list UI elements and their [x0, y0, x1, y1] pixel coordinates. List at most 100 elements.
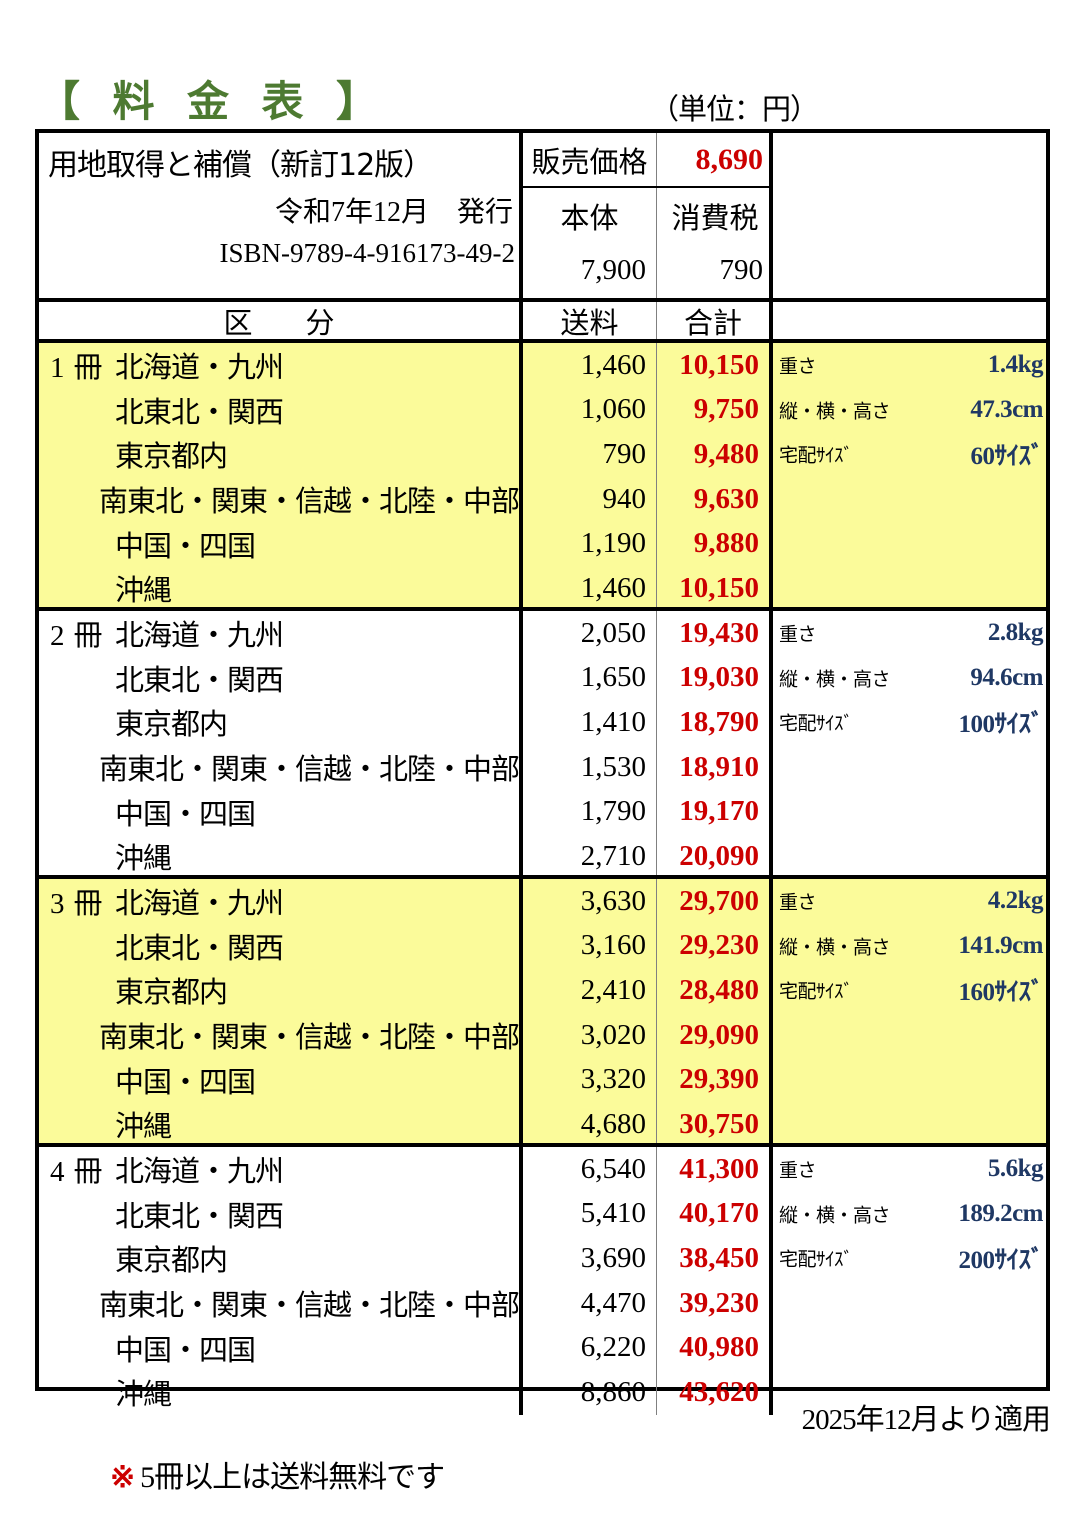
body-price-column: 本体 7,900: [523, 188, 657, 298]
dimensions-row: 縦・横・高さ 47.3cm: [773, 388, 1046, 433]
region-name: 北東北・関西: [115, 932, 284, 965]
region-name: 東京都内: [115, 709, 228, 742]
region-name: 中国・四国: [115, 1066, 256, 1099]
shipping-value: 1,650: [580, 661, 646, 694]
weight-label: 重さ: [779, 624, 817, 646]
free-shipping-note: ※ 5冊以上は送料無料です: [110, 1452, 445, 1496]
effective-date-note: 2025年12月より適用: [801, 1404, 1051, 1436]
shipping-value: 3,320: [580, 1063, 646, 1096]
table-header-block: 用地取得と補償（新訂12版） 令和7年12月 発行 ISBN-9789-4-91…: [39, 133, 1046, 298]
parcel-size-label: 宅配ｻｲｽﾞ: [779, 981, 853, 1003]
dimensions-label: 縦・横・高さ: [779, 1205, 891, 1227]
tax-label: 消費税: [671, 202, 759, 235]
region-name: 東京都内: [115, 1245, 228, 1278]
table-row: 南東北・関東・信越・北陸・中部: [39, 477, 520, 522]
total-value: 18,910: [679, 750, 759, 783]
shipping-value: 3,690: [580, 1241, 646, 1274]
total-value: 41,300: [679, 1152, 759, 1185]
table-row: 4冊 北海道・九州: [39, 1147, 519, 1192]
shipping-value: 6,220: [580, 1331, 646, 1364]
total-value: 30,750: [679, 1107, 759, 1140]
total-value: 28,480: [679, 973, 759, 1006]
column-header-blank: [773, 302, 1046, 339]
column-header-kubun: 区 分: [39, 302, 523, 340]
region-name: 沖縄: [115, 1111, 172, 1144]
unit-note: （単位：円）: [650, 94, 819, 126]
shipping-column-1: 1,460 1,060 790 940 1,190 1,460: [523, 343, 657, 607]
shipping-value: 2,410: [580, 973, 646, 1006]
region-column-4: 4冊 北海道・九州 北東北・関西 東京都内 南東北・関東・信越・北陸・中部 中国…: [39, 1147, 523, 1415]
table-row: 中国・四国: [39, 1325, 519, 1370]
region-name: 北海道・九州: [115, 352, 284, 385]
dimensions-row: 縦・横・高さ 189.2cm: [773, 1192, 1046, 1237]
parcel-info-1: 重さ 1.4kg 縦・横・高さ 47.3cm 宅配ｻｲｽﾞ 60ｻｲｽﾞ: [773, 343, 1046, 607]
dimensions-value: 47.3cm: [970, 395, 1043, 423]
weight-row: 重さ 4.2kg: [773, 879, 1046, 924]
table-row: 東京都内: [39, 432, 519, 477]
table-row: 北東北・関西: [39, 1192, 519, 1237]
tax-column: 消費税 790: [657, 188, 773, 298]
total-value: 40,170: [679, 1197, 759, 1230]
price-table: 用地取得と補償（新訂12版） 令和7年12月 発行 ISBN-9789-4-91…: [35, 129, 1050, 1415]
quantity-label-3: 3冊: [50, 888, 103, 921]
shipping-value: 1,060: [580, 393, 646, 426]
table-row: 沖縄: [39, 566, 519, 611]
total-value: 39,230: [679, 1286, 759, 1319]
title-row: 【 料 金 表 】 （単位：円）: [0, 0, 1086, 128]
shipping-value: 8,860: [580, 1375, 646, 1408]
table-row: 1冊 北海道・九州: [39, 343, 519, 388]
region-name: 南東北・関東・信越・北陸・中部: [98, 754, 520, 787]
shipping-value: 940: [602, 482, 647, 515]
weight-label: 重さ: [779, 356, 817, 378]
table-row: 南東北・関東・信越・北陸・中部: [39, 1281, 520, 1326]
parcel-size-value: 160ｻｲｽﾞ: [958, 979, 1043, 1007]
region-name: 中国・四国: [115, 530, 256, 563]
total-value: 18,790: [679, 705, 759, 738]
quantity-label-1: 1冊: [50, 352, 103, 385]
table-row: 2冊 北海道・九州: [39, 611, 519, 656]
total-value: 19,030: [679, 661, 759, 694]
parcel-size-value: 200ｻｲｽﾞ: [958, 1247, 1043, 1275]
region-column-1: 1冊 北海道・九州 北東北・関西 東京都内 南東北・関東・信越・北陸・中部 中国…: [39, 343, 523, 607]
dimensions-label: 縦・横・高さ: [779, 669, 891, 691]
page-title: 【 料 金 表 】: [38, 80, 390, 126]
region-name: 沖縄: [115, 575, 172, 608]
region-column-3: 3冊 北海道・九州 北東北・関西 東京都内 南東北・関東・信越・北陸・中部 中国…: [39, 879, 523, 1143]
region-name: 北東北・関西: [115, 396, 284, 429]
region-name: 東京都内: [115, 441, 228, 474]
table-row: 中国・四国: [39, 1057, 519, 1102]
region-name: 北海道・九州: [115, 1156, 284, 1189]
shipping-value: 6,540: [580, 1152, 646, 1185]
parcel-info-4: 重さ 5.6kg 縦・横・高さ 189.2cm 宅配ｻｲｽﾞ 200ｻｲｽﾞ: [773, 1147, 1046, 1415]
shipping-value: 3,160: [580, 929, 646, 962]
region-name: 北東北・関西: [115, 664, 284, 697]
weight-label: 重さ: [779, 892, 817, 914]
parcel-size-value: 100ｻｲｽﾞ: [958, 711, 1043, 739]
total-value: 19,430: [679, 616, 759, 649]
region-name: 南東北・関東・信越・北陸・中部: [98, 1290, 520, 1323]
parcel-info-3: 重さ 4.2kg 縦・横・高さ 141.9cm 宅配ｻｲｽﾞ 160ｻｲｽﾞ: [773, 879, 1046, 1143]
region-name: 北東北・関西: [115, 1200, 284, 1233]
parcel-size-label: 宅配ｻｲｽﾞ: [779, 445, 853, 467]
total-value: 9,880: [693, 527, 759, 560]
header-blank-cell: [773, 133, 1046, 298]
shipping-value: 2,710: [580, 839, 646, 872]
price-breakdown: 本体 7,900 消費税 790: [523, 188, 773, 298]
table-row: 3冊 北海道・九州: [39, 879, 519, 924]
total-value: 29,230: [679, 929, 759, 962]
table-row: 沖縄: [39, 834, 519, 879]
region-column-2: 2冊 北海道・九州 北東北・関西 東京都内 南東北・関東・信越・北陸・中部 中国…: [39, 611, 523, 875]
total-value: 43,620: [679, 1375, 759, 1408]
shipping-value: 4,470: [580, 1286, 646, 1319]
shipping-column-4: 6,540 5,410 3,690 4,470 6,220 8,860: [523, 1147, 657, 1415]
quantity-label-2: 2冊: [50, 620, 103, 653]
weight-value: 4.2kg: [987, 887, 1044, 915]
parcel-size-label: 宅配ｻｲｽﾞ: [779, 1249, 853, 1271]
isbn-number: ISBN-9789-4-916173-49-2: [219, 238, 515, 268]
region-name: 沖縄: [115, 1379, 172, 1412]
body-price-label: 本体: [560, 202, 619, 235]
total-value: 29,390: [679, 1063, 759, 1096]
weight-row: 重さ 1.4kg: [773, 343, 1046, 388]
table-row: 東京都内: [39, 700, 519, 745]
total-value: 9,630: [693, 482, 759, 515]
